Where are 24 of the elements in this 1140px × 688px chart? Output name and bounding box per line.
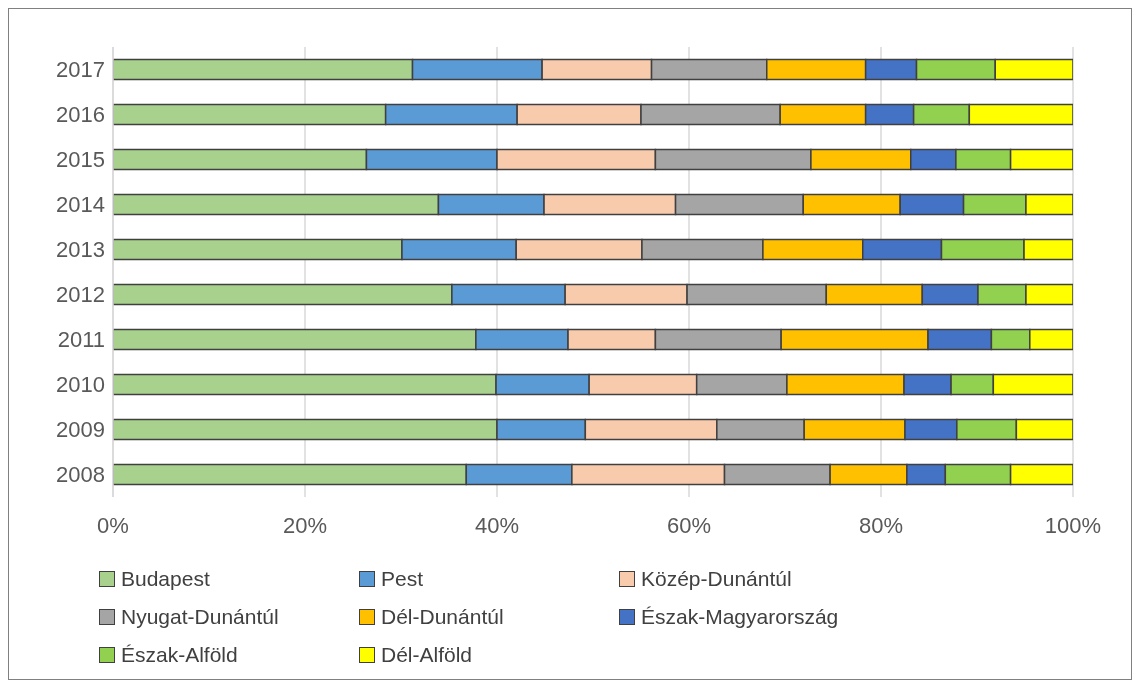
y-tick-label: 2013	[56, 237, 105, 263]
legend-label: Dél-Alföld	[381, 643, 473, 667]
x-tick-label: 0%	[97, 512, 129, 538]
y-tick-label: 2011	[57, 327, 105, 353]
legend-label: Dél-Dunántúl	[381, 605, 504, 629]
legend-label: Közép-Dunántúl	[641, 567, 792, 591]
legend-label: Észak-Alföld	[121, 643, 238, 667]
y-tick-label: 2010	[56, 372, 105, 398]
x-tick-label: 60%	[666, 512, 712, 538]
legend-label: Budapest	[121, 567, 210, 591]
y-tick-label: 2014	[56, 192, 105, 218]
y-tick-label: 2017	[56, 57, 105, 83]
y-tick-label: 2015	[56, 147, 105, 173]
x-tick-label: 100%	[1044, 512, 1102, 538]
y-tick-label: 2012	[56, 282, 105, 308]
y-tick-label: 2009	[56, 417, 105, 443]
y-tick-label: 2008	[56, 462, 105, 488]
legend-label: Nyugat-Dunántúl	[121, 605, 279, 629]
x-tick-label: 20%	[282, 512, 328, 538]
x-tick-label: 40%	[474, 512, 520, 538]
legend-label: Pest	[381, 567, 424, 591]
y-tick-label: 2016	[56, 102, 105, 128]
legend-label: Észak-Magyarország	[641, 605, 839, 629]
x-tick-label: 80%	[858, 512, 904, 538]
